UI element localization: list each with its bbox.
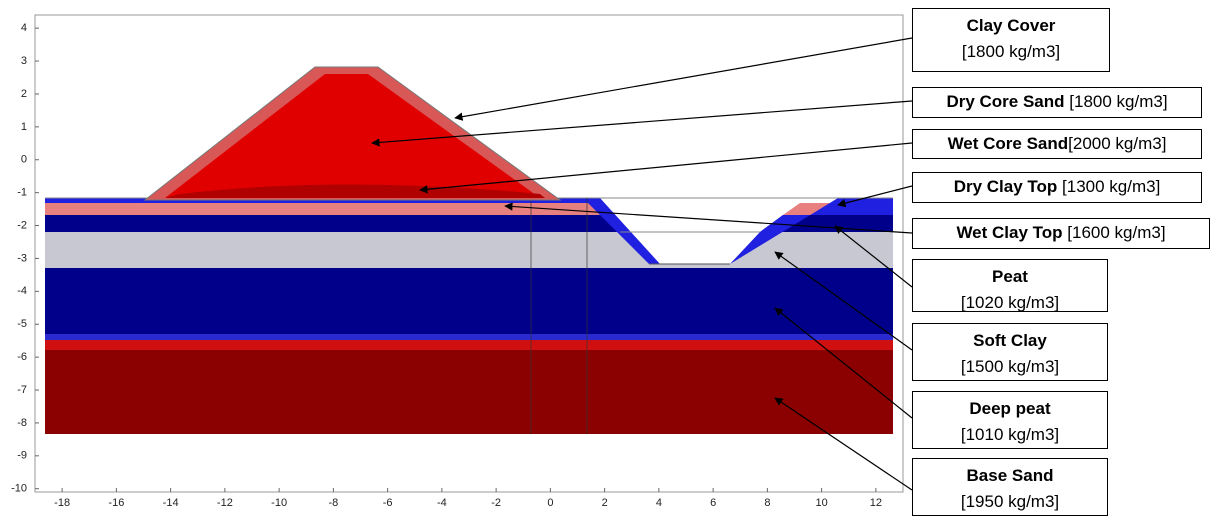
y-tick-label: -8 (17, 417, 27, 429)
label-box: Dry Clay Top [1300 kg/m3] (912, 172, 1202, 203)
x-tick-label: -16 (108, 497, 124, 509)
x-tick-label: 8 (764, 497, 770, 509)
material-density: [2000 kg/m3] (1068, 134, 1166, 153)
material-name: Dry Core Sand (946, 92, 1064, 111)
x-tick-label: -10 (271, 497, 287, 509)
x-tick-label: 10 (816, 497, 828, 509)
wet-clay-top (45, 203, 606, 215)
material-name: Dry Clay Top (954, 177, 1058, 196)
y-tick-label: 3 (21, 55, 27, 67)
peat (45, 215, 620, 232)
x-tick-label: -2 (491, 497, 501, 509)
label-box: Clay Cover [1800 kg/m3] (912, 8, 1110, 72)
material-density: [1020 kg/m3] (961, 293, 1059, 312)
material-name: Wet Clay Top (956, 223, 1062, 242)
y-tick-label: -5 (17, 318, 27, 330)
base-sand (45, 350, 893, 434)
y-tick-label: -2 (17, 219, 27, 231)
x-tick-label: -18 (54, 497, 70, 509)
label-box: Base Sand [1950 kg/m3] (912, 458, 1108, 516)
y-tick-label: 0 (21, 154, 27, 166)
material-name: Soft Clay (973, 331, 1047, 350)
y-tick-label: -1 (17, 187, 27, 199)
y-tick-label: 2 (21, 88, 27, 100)
y-tick-label: -7 (17, 384, 27, 396)
y-tick-label: -3 (17, 252, 27, 264)
label-box: Soft Clay [1500 kg/m3] (912, 323, 1108, 381)
label-box: Deep peat [1010 kg/m3] (912, 391, 1108, 449)
material-name: Base Sand (967, 466, 1054, 485)
x-tick-label: 2 (602, 497, 608, 509)
blue-layer (45, 334, 893, 340)
material-name: Deep peat (969, 399, 1050, 418)
y-tick-label: 4 (21, 22, 27, 34)
label-box: Wet Core Sand[2000 kg/m3] (912, 129, 1202, 159)
x-tick-label: -12 (217, 497, 233, 509)
label-box: Dry Core Sand [1800 kg/m3] (912, 87, 1202, 118)
x-tick-label: -8 (328, 497, 338, 509)
x-tick-label: -4 (437, 497, 447, 509)
label-box: Wet Clay Top [1600 kg/m3] (912, 218, 1210, 249)
x-tick-label: 4 (656, 497, 662, 509)
material-density: [1600 kg/m3] (1067, 223, 1165, 242)
material-density: [1950 kg/m3] (961, 492, 1059, 511)
material-density: [1300 kg/m3] (1062, 177, 1160, 196)
x-tick-label: -6 (383, 497, 393, 509)
material-name: Peat (992, 267, 1028, 286)
material-density: [1010 kg/m3] (961, 425, 1059, 444)
x-tick-label: 0 (547, 497, 553, 509)
y-tick-label: -10 (11, 483, 27, 495)
deep-peat (45, 268, 893, 334)
x-tick-label: 12 (870, 497, 882, 509)
material-density: [1800 kg/m3] (1069, 92, 1167, 111)
red-layer (45, 340, 893, 350)
x-tick-label: -14 (163, 497, 179, 509)
y-tick-label: 1 (21, 121, 27, 133)
material-density: [1800 kg/m3] (962, 42, 1060, 61)
y-tick-label: -9 (17, 450, 27, 462)
y-tick-label: -6 (17, 351, 27, 363)
x-tick-label: 6 (710, 497, 716, 509)
label-box: Peat [1020 kg/m3] (912, 259, 1108, 312)
page: -18-16-14-12-10-8-6-4-202468101243210-1-… (0, 0, 1217, 513)
y-tick-label: -4 (17, 285, 27, 297)
material-name: Clay Cover (967, 16, 1056, 35)
material-density: [1500 kg/m3] (961, 357, 1059, 376)
material-name: Wet Core Sand (948, 134, 1069, 153)
